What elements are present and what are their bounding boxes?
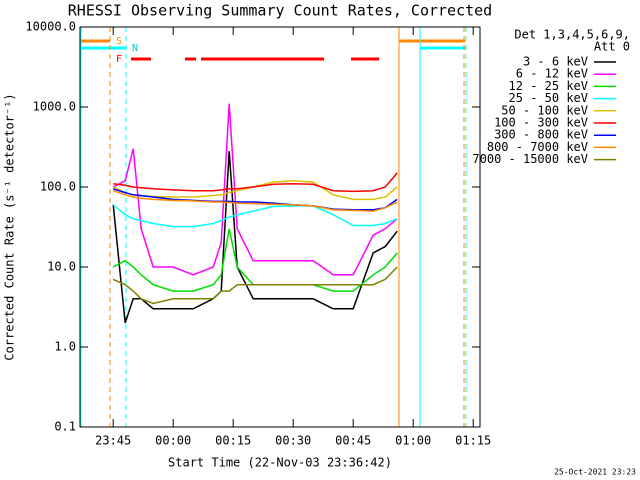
x-axis-label: Start Time (22-Nov-03 23:36:42) — [168, 456, 392, 470]
flags: S N F — [80, 27, 467, 427]
plot-frame — [79, 26, 481, 428]
series-line — [112, 151, 398, 324]
y-tick-label: 0.1 — [54, 420, 76, 434]
flag-label: N — [132, 43, 138, 54]
legend-label: 3 - 6 keV — [523, 55, 588, 69]
x-tick-label: 23:45 — [95, 434, 131, 448]
flag-label: F — [116, 54, 122, 65]
legend-label: 7000 - 15000 keV — [472, 152, 588, 166]
x-tick-label: 01:15 — [455, 434, 491, 448]
series-line — [112, 204, 398, 228]
legend-label: 50 - 100 keV — [501, 103, 588, 117]
y-tick-label: 100.0 — [40, 180, 76, 194]
x-tick-label: 00:15 — [215, 434, 251, 448]
x-tick-label: 01:00 — [395, 434, 431, 448]
footer-date: 25-Oct-2021 23:23 — [554, 468, 636, 477]
legend-label: 6 - 12 keV — [516, 67, 588, 81]
chart-title: RHESSI Observing Summary Count Rates, Co… — [68, 2, 492, 20]
legend-header: Att 0 — [594, 40, 630, 54]
legend-label: 12 - 25 keV — [509, 79, 588, 93]
series-line — [112, 228, 398, 292]
legend-label: 300 - 800 keV — [494, 128, 588, 142]
legend-label: 800 - 7000 keV — [487, 140, 588, 154]
y-tick-label: 10.0 — [47, 260, 76, 274]
y-axis-label: Corrected Count Rate (s⁻¹ detector⁻¹) — [3, 93, 17, 360]
x-tick-label: 00:45 — [335, 434, 371, 448]
y-tick-label: 1000.0 — [33, 100, 76, 114]
legend-header: Det 1,3,4,5,6,9, — [514, 28, 630, 42]
legend-label: 25 - 50 keV — [509, 91, 588, 105]
x-tick-label: 00:30 — [275, 434, 311, 448]
y-tick-label: 10000.0 — [25, 20, 76, 34]
y-tick-label: 1.0 — [54, 340, 76, 354]
series-line — [112, 103, 398, 276]
flag-label: S — [116, 36, 122, 47]
legend-label: 100 - 300 keV — [494, 116, 588, 130]
x-tick-label: 00:00 — [155, 434, 191, 448]
series-line — [112, 189, 398, 212]
series-line — [113, 172, 398, 193]
series-line — [112, 266, 398, 305]
